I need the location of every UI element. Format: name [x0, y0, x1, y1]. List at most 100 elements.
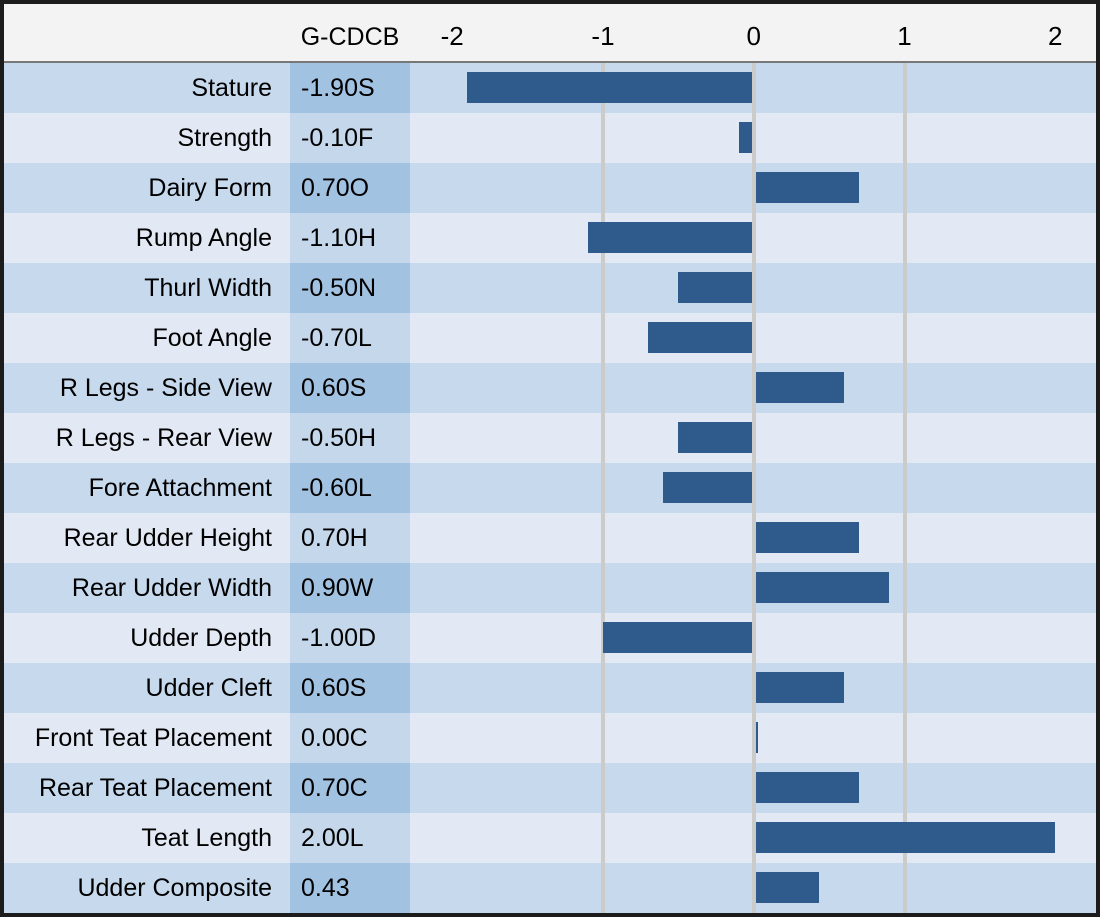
trait-row: Strength -0.10F: [4, 113, 1096, 163]
gridline: [600, 163, 605, 213]
trait-value: 0.70C: [290, 763, 410, 813]
trait-value: 0.90W: [290, 563, 410, 613]
gridline: [751, 113, 756, 163]
gridline: [751, 863, 756, 913]
gridline: [751, 513, 756, 563]
axis-tick-label: 2: [1048, 21, 1063, 51]
bar: [755, 372, 845, 403]
trait-row: Foot Angle -0.70L: [4, 313, 1096, 363]
trait-value: -0.50H: [290, 413, 410, 463]
plot-cell: [410, 713, 1096, 763]
trait-name: Udder Depth: [4, 613, 290, 663]
trait-value: 0.70O: [290, 163, 410, 213]
bar: [755, 672, 845, 703]
gridline: [751, 363, 756, 413]
gridline: [751, 413, 756, 463]
trait-value: 0.60S: [290, 663, 410, 713]
gridline: [902, 213, 907, 263]
gridline: [751, 63, 756, 113]
trait-value: 2.00L: [290, 813, 410, 863]
chart-rows: Stature -1.90S Strength -0.10F Dairy For…: [4, 63, 1096, 913]
axis-tick-label: -1: [591, 21, 615, 51]
trait-value: -0.70L: [290, 313, 410, 363]
trait-name: Rump Angle: [4, 213, 290, 263]
gridline: [751, 213, 756, 263]
trait-name: Dairy Form: [4, 163, 290, 213]
bar: [755, 772, 860, 803]
gridline: [600, 363, 605, 413]
gridline: [902, 63, 907, 113]
bar: [678, 272, 752, 303]
gridline: [902, 413, 907, 463]
bar: [755, 522, 860, 553]
trait-name: Front Teat Placement: [4, 713, 290, 763]
trait-row: R Legs - Side View 0.60S: [4, 363, 1096, 413]
plot-cell: [410, 763, 1096, 813]
plot-cell: [410, 513, 1096, 563]
gridline: [751, 663, 756, 713]
trait-name: Thurl Width: [4, 263, 290, 313]
plot-cell: [410, 63, 1096, 113]
gridline: [751, 313, 756, 363]
gridline: [902, 663, 907, 713]
plot-cell: [410, 113, 1096, 163]
plot-cell: [410, 413, 1096, 463]
gridline: [600, 263, 605, 313]
gridline: [751, 263, 756, 313]
trait-row: Rear Udder Height 0.70H: [4, 513, 1096, 563]
plot-cell: [410, 663, 1096, 713]
bar: [755, 722, 758, 753]
gridline: [902, 713, 907, 763]
plot-cell: [410, 463, 1096, 513]
gridline: [902, 463, 907, 513]
trait-row: Front Teat Placement 0.00C: [4, 713, 1096, 763]
bar: [738, 122, 752, 153]
gridline: [902, 163, 907, 213]
value-column-header: G-CDCB: [300, 23, 400, 51]
chart-header: G-CDCB -2 -1 0 1 2: [4, 4, 1096, 63]
gridline: [751, 463, 756, 513]
trait-row: Thurl Width -0.50N: [4, 263, 1096, 313]
gridline: [751, 613, 756, 663]
axis-ticks: -2 -1 0 1 2: [410, 4, 1096, 61]
plot-cell: [410, 613, 1096, 663]
plot-cell: [410, 813, 1096, 863]
bar: [755, 572, 890, 603]
trait-row: R Legs - Rear View -0.50H: [4, 413, 1096, 463]
trait-value: -1.90S: [290, 63, 410, 113]
gridline: [600, 513, 605, 563]
trait-value: -1.00D: [290, 613, 410, 663]
bar: [678, 422, 752, 453]
trait-row: Udder Composite 0.43: [4, 863, 1096, 913]
trait-row: Dairy Form 0.70O: [4, 163, 1096, 213]
gridline: [902, 563, 907, 613]
gridline: [902, 313, 907, 363]
trait-name: Strength: [4, 113, 290, 163]
trait-name: Udder Composite: [4, 863, 290, 913]
gridline: [600, 763, 605, 813]
trait-name: Stature: [4, 63, 290, 113]
trait-value: -0.60L: [290, 463, 410, 513]
trait-row: Fore Attachment -0.60L: [4, 463, 1096, 513]
gridline: [600, 663, 605, 713]
bar: [663, 472, 752, 503]
bar: [602, 622, 752, 653]
gridline: [600, 713, 605, 763]
trait-row: Rump Angle -1.10H: [4, 213, 1096, 263]
gridline: [600, 113, 605, 163]
plot-cell: [410, 263, 1096, 313]
bar: [755, 872, 819, 903]
trait-value: 0.43: [290, 863, 410, 913]
gridline: [902, 513, 907, 563]
trait-name: Rear Udder Height: [4, 513, 290, 563]
trait-value: 0.00C: [290, 713, 410, 763]
gridline: [902, 613, 907, 663]
trait-value: -1.10H: [290, 213, 410, 263]
trait-row: Rear Udder Width 0.90W: [4, 563, 1096, 613]
trait-row: Udder Depth -1.00D: [4, 613, 1096, 663]
trait-name: Rear Teat Placement: [4, 763, 290, 813]
trait-name: R Legs - Side View: [4, 363, 290, 413]
gridline: [902, 763, 907, 813]
bar: [755, 172, 860, 203]
